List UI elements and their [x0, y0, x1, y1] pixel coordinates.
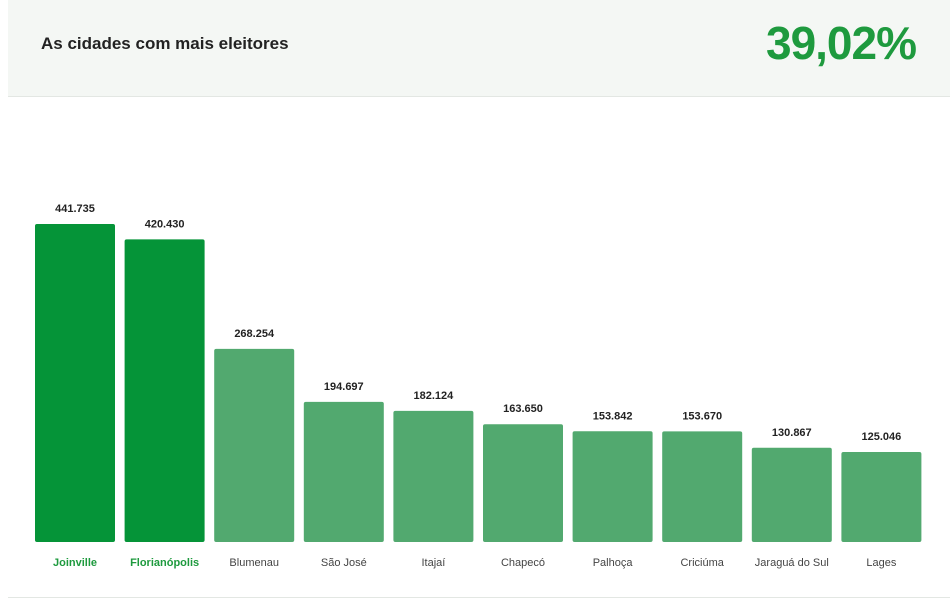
bar-6 — [572, 431, 653, 542]
bar-5 — [483, 424, 563, 542]
headline-percentage: 39,02% — [765, 17, 917, 69]
bar-chart: 441.735 Joinville 420.430 Florianópolis 268.… — [8, 97, 950, 597]
category-label-4: Itajaí — [421, 557, 445, 569]
bar-value-label-9: 125.046 — [862, 431, 902, 443]
bar-7 — [662, 431, 743, 542]
bar-2 — [214, 348, 295, 542]
category-label-6: Palhoça — [593, 557, 634, 569]
bar-value-label-6: 153.842 — [593, 410, 633, 422]
category-label-8: Jaraguá do Sul — [755, 557, 829, 569]
bar-value-label-1: 420.430 — [145, 218, 185, 230]
category-label-2: Blumenau — [229, 557, 279, 569]
category-label-9: Lages — [866, 557, 896, 569]
bar-value-label-0: 441.735 — [55, 203, 95, 215]
bar-0 — [35, 224, 115, 542]
bar-value-label-2: 268.254 — [234, 328, 275, 340]
bar-value-label-3: 194.697 — [324, 381, 364, 393]
bar-1 — [124, 239, 205, 543]
bar-value-label-5: 163.650 — [503, 403, 543, 415]
chart-title: As cidades com mais eleitores — [41, 34, 289, 53]
bar-8 — [751, 447, 832, 542]
bar-chart-svg: 441.735 Joinville 420.430 Florianópolis 268.… — [35, 203, 922, 569]
bottom-divider — [8, 597, 950, 598]
category-label-5: Chapecó — [501, 557, 545, 569]
bar-9 — [841, 451, 922, 542]
category-label-7: Criciúma — [680, 557, 724, 569]
category-label-1: Florianópolis — [130, 557, 199, 569]
chart-header: As cidades com mais eleitores 39,02% — [8, 0, 950, 97]
bar-value-label-8: 130.867 — [772, 427, 812, 439]
category-label-3: São José — [321, 557, 367, 569]
bar-value-label-4: 182.124 — [414, 390, 455, 402]
bar-3 — [303, 401, 384, 542]
bar-4 — [393, 410, 474, 542]
bar-value-label-7: 153.670 — [682, 410, 722, 422]
category-label-0: Joinville — [53, 557, 97, 569]
